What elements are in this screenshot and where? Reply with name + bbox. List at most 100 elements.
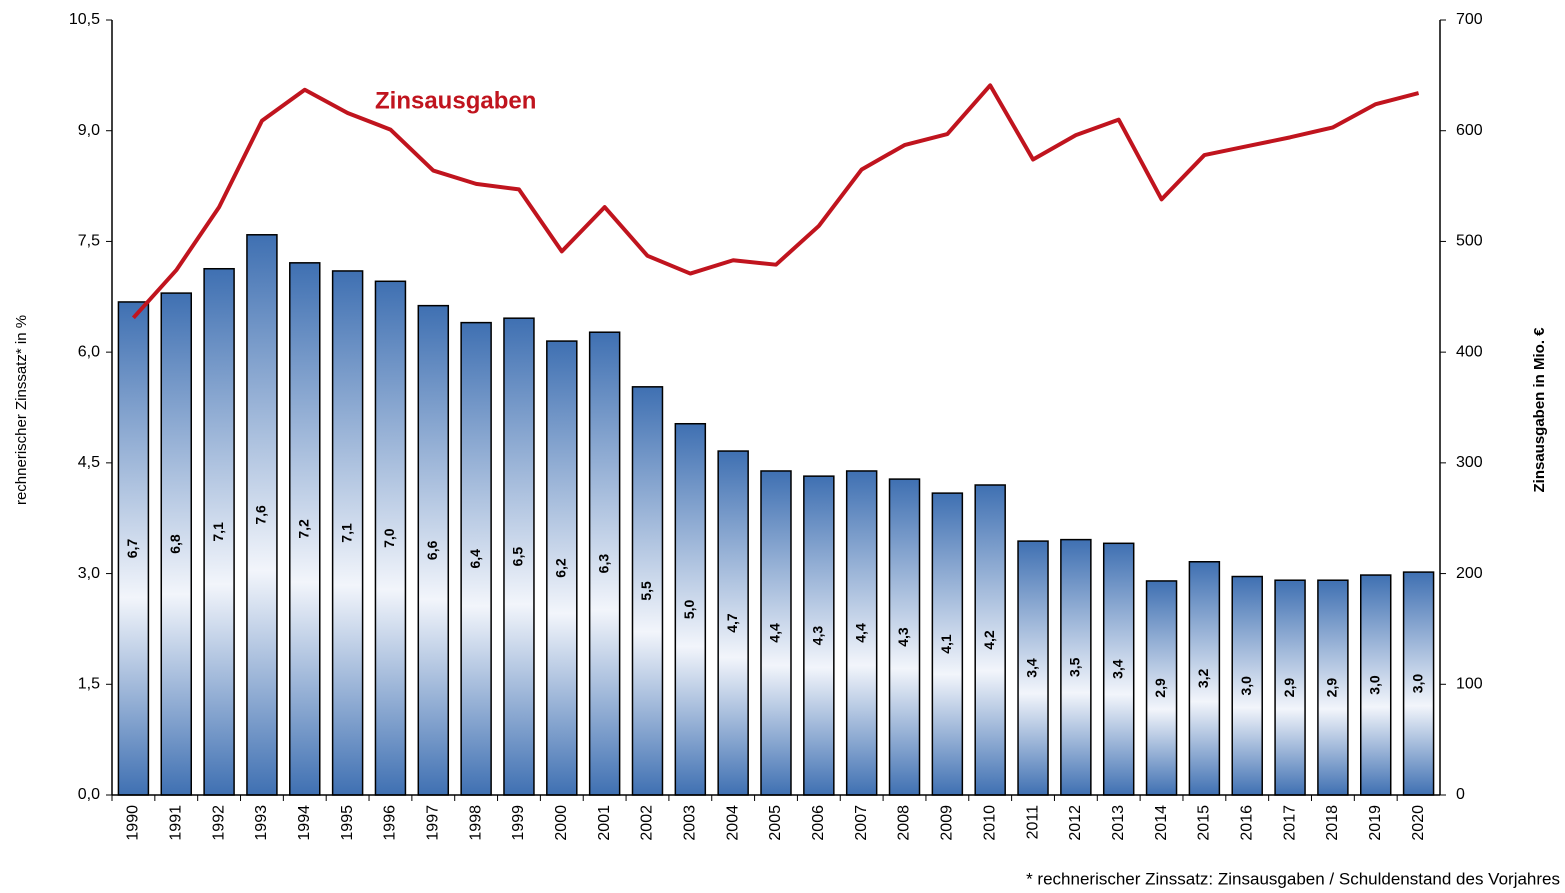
line-label: Zinsausgaben [375,87,536,114]
x-tick-label: 2009 [939,805,956,841]
bar [1145,580,1178,796]
value-label: 6,3 [595,554,611,574]
x-tick-label: 2006 [810,805,827,841]
x-tick-label: 2010 [981,805,998,841]
y-tick-label: 7,5 [78,233,100,250]
value-label: 6,7 [124,539,140,559]
value-label: 6,5 [510,547,526,567]
value-label: 3,2 [1195,668,1211,688]
x-tick-label: 2007 [853,805,870,841]
value-label: 4,3 [895,627,911,647]
footnote: * rechnerischer Zinssatz: Zinsausgaben /… [1026,869,1560,888]
x-tick-label: 2008 [896,805,913,841]
value-label: 6,4 [467,549,483,569]
value-label: 5,5 [638,581,654,601]
y-tick-label: 6,0 [78,343,100,360]
value-label: 3,0 [1409,674,1425,694]
bar [1102,542,1135,796]
value-label: 4,2 [981,630,997,650]
value-label: 4,7 [724,613,740,633]
y2-tick-label: 0 [1456,786,1465,803]
bar [631,386,664,796]
y2-tick-label: 400 [1456,343,1483,360]
x-tick-label: 1997 [425,805,442,841]
value-label: 3,4 [1109,659,1125,679]
value-label: 3,0 [1238,676,1254,696]
y-tick-label: 0,0 [78,786,100,803]
bar [1402,571,1435,796]
line [131,83,1420,320]
x-tick-label: 2014 [1153,805,1170,841]
y-tick-label: 10,5 [69,11,100,28]
y-tick-label: 9,0 [78,122,100,139]
y2-tick-label: 300 [1456,454,1483,471]
x-tick-label: 2016 [1238,805,1255,841]
value-label: 4,4 [852,623,868,643]
bar [931,492,964,796]
x-tick-label: 2000 [553,805,570,841]
y-tick-label: 4,5 [78,454,100,471]
x-tick-label: 2013 [1110,805,1127,841]
value-label: 4,1 [938,634,954,654]
bar [331,270,364,796]
value-label: 4,4 [767,623,783,643]
value-label: 7,2 [295,519,311,539]
value-label: 7,1 [210,522,226,542]
bar [803,475,835,796]
bar [374,280,407,796]
value-label: 6,8 [167,534,183,554]
y2-tick-label: 600 [1456,122,1483,139]
bar [503,317,535,796]
bar [974,484,1006,796]
x-tick-label: 1999 [510,805,527,841]
x-tick-label: 2004 [724,805,741,841]
x-tick-label: 1995 [339,805,356,841]
value-label: 4,3 [810,626,826,646]
x-tick-label: 1991 [167,805,184,841]
value-label: 3,0 [1366,675,1382,695]
value-label: 7,1 [338,523,354,543]
bar [246,234,278,796]
value-label: 3,5 [1067,657,1083,677]
y-tick-label: 1,5 [78,676,100,693]
bar [1231,575,1263,796]
bar [546,340,578,796]
x-tick-label: 2012 [1067,805,1084,841]
value-label: 7,0 [381,528,397,548]
value-label: 2,9 [1152,678,1168,698]
bar [1317,579,1349,796]
bar [717,450,749,796]
x-tick-label: 2015 [1196,805,1213,841]
y2-tick-label: 700 [1456,11,1483,28]
y2-tick-label: 500 [1456,233,1483,250]
value-label: 6,2 [553,558,569,578]
value-label: 6,6 [424,540,440,560]
value-label: 2,9 [1324,678,1340,698]
value-label: 2,9 [1281,678,1297,698]
bar [1017,540,1049,796]
x-tick-label: 2018 [1324,805,1341,841]
value-label: 7,6 [253,505,269,525]
x-tick-label: 2003 [682,805,699,841]
x-tick-label: 2011 [1024,805,1041,840]
x-tick-label: 2017 [1281,805,1298,841]
value-label: 3,4 [1024,658,1040,678]
x-tick-label: 1994 [296,805,313,841]
x-tick-label: 1998 [467,805,484,841]
bar [1188,561,1221,796]
x-tick-label: 2005 [767,805,784,841]
y-tick-label: 3,0 [78,565,100,582]
bar [674,422,707,796]
x-tick-label: 2020 [1410,805,1427,841]
x-tick-label: 2001 [596,805,613,841]
x-tick-label: 1992 [210,805,227,841]
x-tick-label: 2002 [639,805,656,841]
y2-tick-label: 200 [1456,565,1483,582]
bar [588,331,621,796]
x-tick-label: 2019 [1367,805,1384,841]
x-tick-label: 1990 [125,805,142,841]
bar [1060,538,1092,796]
value-label: 5,0 [681,599,697,619]
bar [845,470,878,796]
